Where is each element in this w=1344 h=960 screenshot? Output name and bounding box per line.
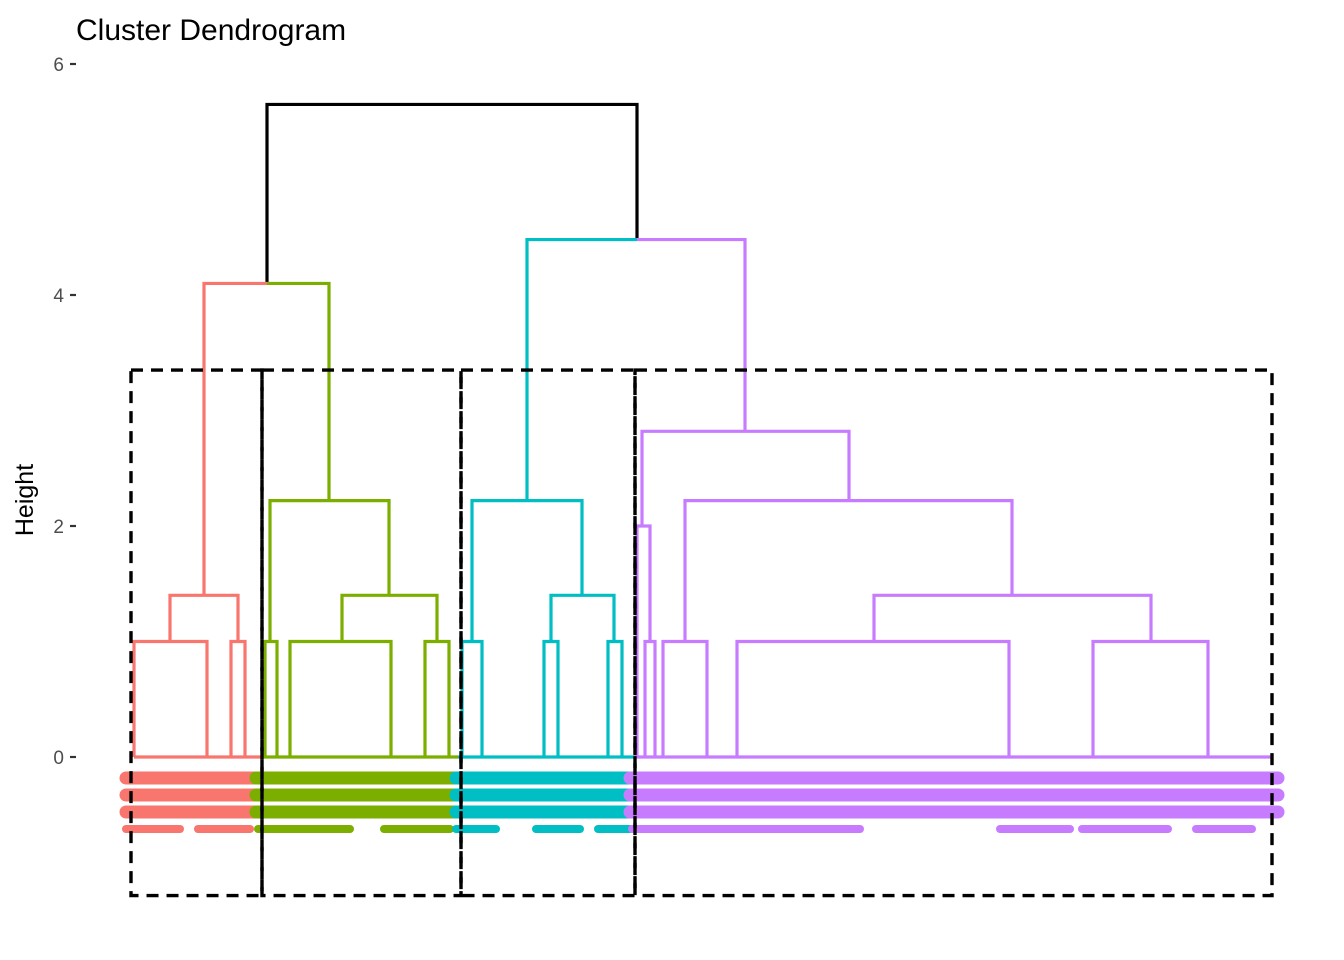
y-tick-label: 4: [53, 286, 64, 307]
y-tick-label: 2: [53, 517, 64, 538]
dendrogram-branch: [202, 281, 267, 596]
dendrogram-branch: [265, 102, 639, 284]
dendrogram-branch: [267, 281, 331, 501]
dendrogram-branch: [132, 639, 209, 757]
dendrogram-branch: [683, 498, 1014, 642]
dendrogram-branch: [637, 237, 747, 432]
dendrogram-branch: [549, 593, 616, 642]
dendrogram-branch: [229, 639, 247, 757]
dendrogram-branch: [1091, 639, 1210, 757]
dendrogram-branch: [423, 639, 451, 757]
cluster-cut-rectangle: [260, 368, 463, 898]
y-tick-label: 0: [53, 748, 64, 769]
dendrogram-branch: [263, 639, 279, 757]
dendrogram-branch: [460, 639, 484, 757]
cluster-cut-rectangle: [633, 368, 1274, 898]
y-tick-label: 6: [53, 55, 64, 76]
leaf-label-bands: [119, 771, 1285, 833]
dendrogram-branches: [132, 102, 1272, 759]
dendrogram-branch: [268, 498, 391, 642]
cluster-cut-rectangles: [129, 368, 1274, 898]
cluster-cut-rectangle: [459, 368, 637, 898]
dendrogram-branch: [661, 639, 709, 757]
dendrogram-branch: [872, 593, 1153, 642]
dendrogram-branch: [640, 429, 851, 526]
dendrogram-branch: [288, 639, 393, 757]
dendrogram-branch: [340, 593, 439, 642]
y-axis: 0 2 4 6: [53, 55, 76, 769]
dendrogram-branch: [643, 639, 657, 757]
cluster-cut-rectangle: [129, 368, 264, 898]
y-axis-label: Height: [11, 464, 39, 536]
dendrogram-branch: [635, 524, 652, 757]
dendrogram-branch: [542, 639, 560, 757]
dendrogram-branch: [525, 237, 637, 501]
dendrogram-branch: [606, 639, 624, 757]
dendrogram-branch: [735, 639, 1011, 757]
chart-title: Cluster Dendrogram: [76, 14, 346, 47]
dendrogram-branch: [168, 593, 240, 642]
dendrogram-branch: [470, 498, 584, 642]
